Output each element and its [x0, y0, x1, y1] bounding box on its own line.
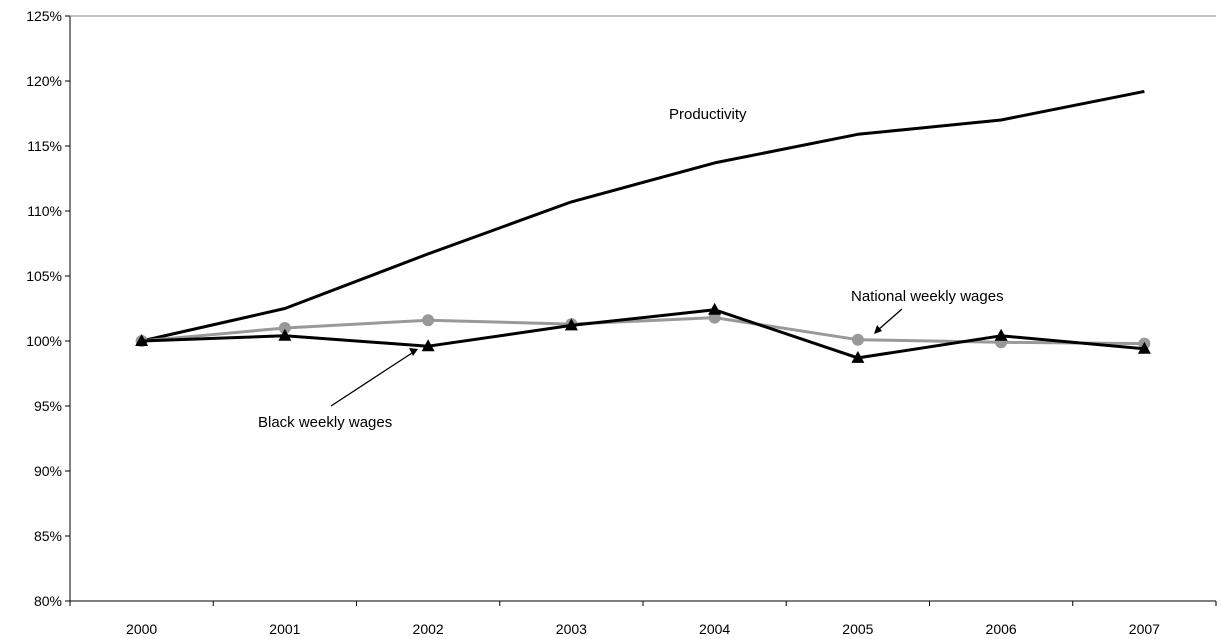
black-weekly-wages-point [135, 334, 149, 346]
x-tick-label: 2002 [413, 621, 444, 637]
black-weekly-wages-point [564, 318, 578, 331]
black-weekly-wages-point [1137, 341, 1151, 354]
national-wages-arrowhead [874, 325, 882, 334]
y-tick-label: 100% [26, 333, 62, 349]
y-tick-label: 90% [34, 463, 62, 479]
black-wages-arrowhead [409, 348, 418, 356]
national-weekly-wages-line [141, 316, 1145, 346]
x-tick-label: 2003 [556, 621, 587, 637]
y-tick-label: 115% [27, 138, 62, 154]
series-layer [135, 89, 1151, 363]
national-weekly-wages-point [851, 333, 864, 346]
x-tick-label: 2004 [699, 621, 730, 637]
y-axis-ticks: 80% 85% 90% 95% 100% 105% 110% 115% 120% 125% [26, 8, 70, 609]
annotations: Productivity National weekly wages Black… [258, 106, 1004, 431]
black-weekly-wages-point [851, 350, 865, 363]
y-tick-label: 80% [34, 593, 62, 609]
y-tick-label: 95% [34, 398, 62, 414]
black-wages-label: Black weekly wages [258, 414, 392, 431]
x-tick-label: 2000 [126, 621, 157, 637]
productivity-line [141, 89, 1145, 343]
national-wages-label: National weekly wages [851, 288, 1004, 305]
national-weekly-wages-point [278, 322, 291, 334]
x-tick-label: 2006 [986, 621, 1017, 637]
national-wages-arrow [877, 308, 903, 331]
black-weekly-wages-point [278, 328, 292, 341]
y-tick-label: 110% [27, 203, 62, 219]
black-weekly-wages-point [421, 339, 435, 352]
x-tick-label: 2005 [842, 621, 873, 637]
y-tick-label: 125% [26, 8, 62, 24]
y-tick-label: 85% [34, 528, 62, 544]
black-weekly-wages-line [141, 308, 1145, 360]
y-tick-label: 120% [26, 73, 62, 89]
national-weekly-wages-point [422, 314, 435, 327]
x-axis-ticks: 2000 2001 2002 2003 2004 2005 2006 2007 [69, 601, 1217, 637]
productivity-label: Productivity [669, 106, 747, 123]
black-wages-arrow [330, 352, 413, 407]
x-tick-label: 2001 [269, 621, 300, 637]
y-tick-label: 105% [26, 268, 62, 284]
x-tick-label: 2007 [1129, 621, 1160, 637]
black-weekly-wages-point [994, 328, 1008, 341]
black-weekly-wages-point [708, 302, 722, 315]
